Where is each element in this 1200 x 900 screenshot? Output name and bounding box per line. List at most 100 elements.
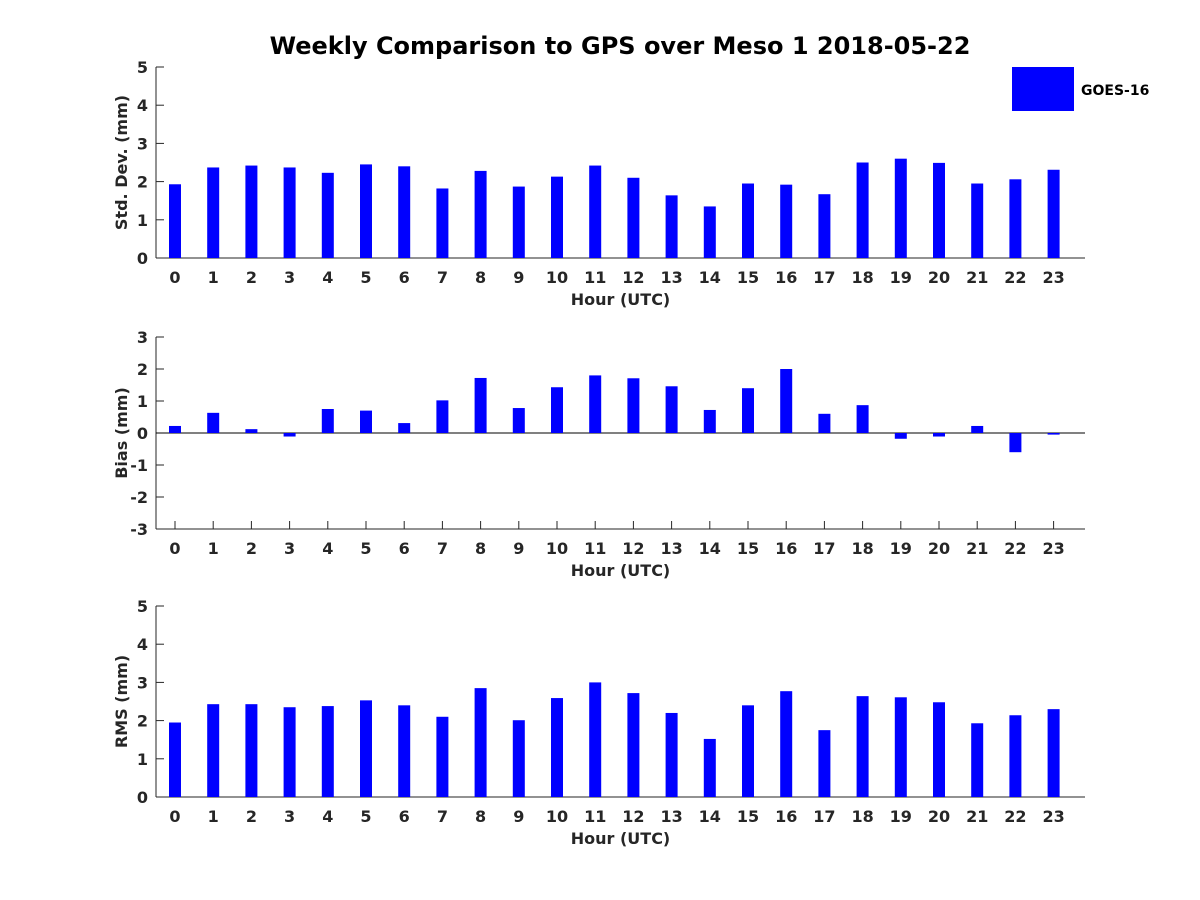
x-tick-label: 11 <box>584 539 606 558</box>
y-tick-label: 3 <box>137 328 148 347</box>
bar-hour-18 <box>856 162 869 258</box>
x-tick-label: 2 <box>246 807 257 826</box>
x-tick-label: 22 <box>1004 268 1026 287</box>
bar-hour-10 <box>551 176 563 258</box>
bar-hour-1 <box>207 412 220 433</box>
x-tick-label: 5 <box>360 807 371 826</box>
x-tick-label: 9 <box>513 807 524 826</box>
x-tick-label: 2 <box>246 539 257 558</box>
bar-hour-20 <box>933 702 945 797</box>
bar-hour-3 <box>283 167 296 258</box>
x-tick-label: 10 <box>546 539 568 558</box>
bar-hour-9 <box>512 720 525 797</box>
x-tick-label: 19 <box>890 807 912 826</box>
bar-hour-5 <box>360 410 372 433</box>
x-tick-label: 4 <box>322 807 333 826</box>
bar-hour-19 <box>894 158 907 258</box>
bar-hour-21 <box>971 723 984 797</box>
bar-hour-15 <box>742 183 754 258</box>
x-tick-label: 21 <box>966 268 988 287</box>
x-tick-label: 10 <box>546 807 568 826</box>
x-tick-label: 3 <box>284 807 295 826</box>
x-axis-label: Hour (UTC) <box>571 829 671 848</box>
bar-hour-12 <box>627 177 640 258</box>
bar-hour-4 <box>321 706 334 797</box>
x-tick-label: 15 <box>737 539 759 558</box>
y-axis-label: Std. Dev. (mm) <box>112 95 131 230</box>
x-tick-label: 13 <box>660 807 682 826</box>
y-tick-label: 3 <box>137 134 148 153</box>
x-tick-label: 4 <box>322 539 333 558</box>
bar-hour-1 <box>207 704 220 797</box>
x-tick-label: 11 <box>584 807 606 826</box>
chart-title: Weekly Comparison to GPS over Meso 1 201… <box>270 32 971 60</box>
x-tick-label: 8 <box>475 268 486 287</box>
bar-hour-0 <box>169 722 181 797</box>
x-tick-label: 3 <box>284 268 295 287</box>
x-tick-label: 3 <box>284 539 295 558</box>
y-tick-label: 5 <box>137 597 148 616</box>
bar-hour-21 <box>971 425 984 433</box>
bar-hour-0 <box>169 184 181 258</box>
bar-hour-0 <box>169 425 181 433</box>
y-tick-label: 0 <box>137 249 148 268</box>
x-tick-label: 17 <box>813 268 835 287</box>
y-tick-label: 1 <box>137 392 148 411</box>
y-tick-label: 5 <box>137 58 148 77</box>
legend-swatch <box>1012 67 1074 111</box>
y-tick-label: 2 <box>137 173 148 192</box>
y-axis-label: Bias (mm) <box>112 387 131 479</box>
bar-hour-12 <box>627 693 640 797</box>
bar-hour-2 <box>245 429 258 433</box>
bar-hour-9 <box>512 186 525 258</box>
x-tick-label: 22 <box>1004 539 1026 558</box>
bar-hour-20 <box>933 433 945 437</box>
bar-hour-10 <box>551 387 563 433</box>
x-tick-label: 0 <box>169 539 180 558</box>
x-tick-label: 23 <box>1042 807 1064 826</box>
bar-hour-2 <box>245 704 258 797</box>
bar-hour-14 <box>703 409 716 433</box>
bar-hour-11 <box>589 682 602 797</box>
y-tick-label: 2 <box>137 712 148 731</box>
bar-hour-12 <box>627 378 640 433</box>
x-tick-label: 23 <box>1042 268 1064 287</box>
y-tick-label: 2 <box>137 360 148 379</box>
y-tick-label: 0 <box>137 424 148 443</box>
x-tick-label: 18 <box>851 268 873 287</box>
x-tick-label: 10 <box>546 268 568 287</box>
x-tick-label: 6 <box>399 807 410 826</box>
x-tick-label: 7 <box>437 807 448 826</box>
x-tick-label: 19 <box>890 539 912 558</box>
bar-hour-18 <box>856 696 869 797</box>
bar-hour-16 <box>780 369 793 433</box>
bar-hour-13 <box>665 386 678 433</box>
bar-hour-10 <box>551 698 563 797</box>
bar-hour-19 <box>894 433 907 439</box>
x-tick-label: 9 <box>513 268 524 287</box>
x-tick-label: 7 <box>437 268 448 287</box>
bar-hour-4 <box>321 172 334 258</box>
bar-hour-23 <box>1047 709 1060 797</box>
x-tick-label: 8 <box>475 807 486 826</box>
x-tick-label: 12 <box>622 539 644 558</box>
x-tick-label: 20 <box>928 268 950 287</box>
bar-hour-15 <box>742 388 754 433</box>
x-tick-label: 8 <box>475 539 486 558</box>
bar-hour-1 <box>207 167 220 258</box>
bar-hour-20 <box>933 162 945 258</box>
bar-hour-3 <box>283 433 296 437</box>
bar-hour-11 <box>589 375 602 433</box>
x-tick-label: 17 <box>813 807 835 826</box>
bar-hour-2 <box>245 165 258 258</box>
bar-hour-7 <box>436 188 449 258</box>
bar-hour-7 <box>436 716 449 797</box>
bar-hour-23 <box>1047 169 1060 258</box>
bar-hour-17 <box>818 413 831 433</box>
x-tick-label: 14 <box>699 268 721 287</box>
x-tick-label: 14 <box>699 807 721 826</box>
x-tick-label: 6 <box>399 268 410 287</box>
